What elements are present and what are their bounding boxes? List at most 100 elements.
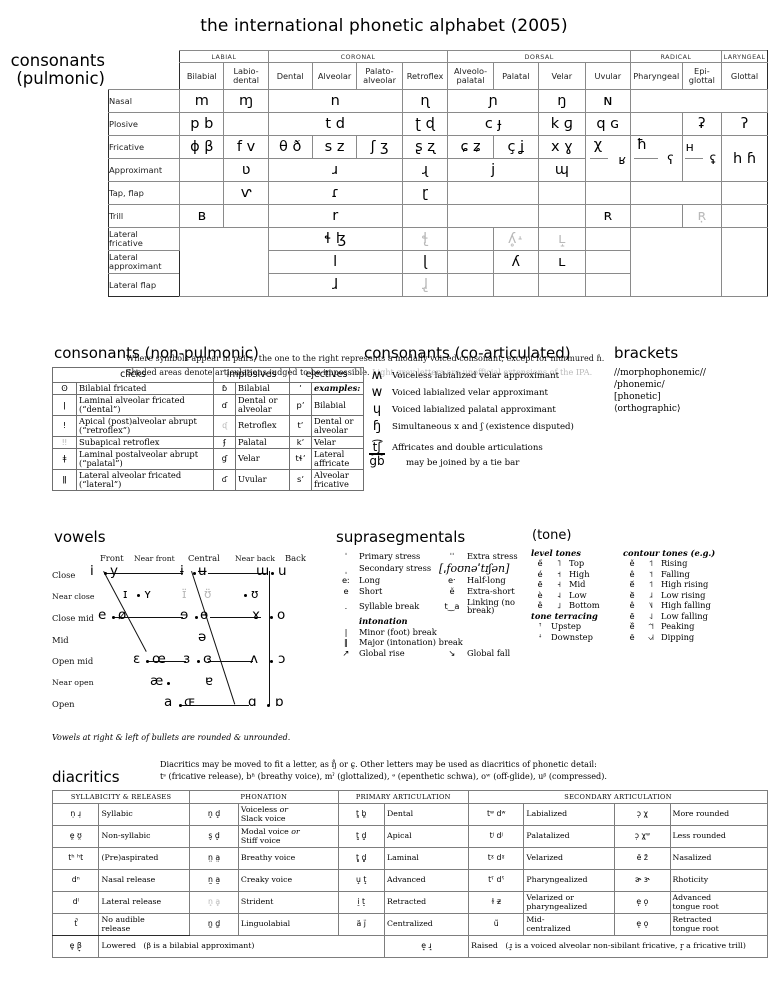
vowel-height-nearclose: Near close bbox=[52, 592, 95, 601]
cell-nasal-impossible bbox=[629, 89, 768, 113]
cell-fricative-velar: x ɣ bbox=[537, 135, 586, 159]
coarticulated-row: ʍ Voiceless labialized velar approximant bbox=[362, 367, 574, 384]
supra-label-secondary-stress: Secondary stress bbox=[359, 563, 432, 574]
dia-lowered-text: Lowered bbox=[101, 941, 136, 951]
click-label-4: Laminal postalveolar abrupt (“palatal”) bbox=[76, 447, 214, 470]
vowel-line-closemid-front bbox=[113, 617, 183, 618]
table-row-nasal: Nasal m ɱ n ɳ ɲ ŋ ɴ bbox=[107, 89, 768, 113]
tone-contour-vowel-1: ê bbox=[629, 568, 635, 579]
click-symbol-3: ǃǃ bbox=[52, 435, 77, 449]
manner-lateral-flap: Lateral flap bbox=[107, 273, 181, 297]
group-coronal: CORONAL bbox=[267, 50, 449, 63]
dia-sym-pharyngealized: tˤ dˤ bbox=[468, 869, 525, 892]
cell-trill-uvular: ʀ bbox=[584, 204, 631, 228]
suprasegmentals-table: ˈ Primary stress ˈˈ Extra stress ˌ Secon… bbox=[334, 551, 534, 659]
group-labial: LABIAL bbox=[179, 50, 269, 63]
nonpulmonic-row: ǀ Laminal alveolar fricated (“dental”) ɗ… bbox=[52, 394, 364, 417]
tone-contour-mark-1: ˥˦ bbox=[648, 568, 654, 579]
dia-lowered-note: (β is a bilabial approximant) bbox=[143, 941, 255, 951]
cell-approx-coronal: ɹ bbox=[267, 158, 403, 182]
vowel-height-nearopen: Near open bbox=[52, 678, 94, 687]
dia-sym-less-rounded: ɔ̜ χ̜ʷ bbox=[614, 825, 671, 848]
tone-heading: (tone) bbox=[532, 528, 572, 543]
cell-fricative-palatal: ç ʝ bbox=[492, 135, 539, 159]
ejective-symbol-5: sʼ bbox=[289, 468, 312, 491]
supra-example-transcription: [ˌfoʊnəˈtɪʃən] bbox=[439, 561, 510, 575]
tiebar-bottom: g͡b bbox=[369, 454, 385, 468]
supra-label-syllable-break: Syllable break bbox=[359, 601, 420, 611]
tone-contour-label-6: Peaking bbox=[661, 621, 695, 632]
tone-header-row: level tones contour tones (e.g.) bbox=[530, 548, 716, 558]
diacritics-header-row: SYLLABICITY & RELEASES PHONATION PRIMARY… bbox=[51, 790, 768, 804]
tone-contour-mark-5: ˨˩ bbox=[648, 610, 654, 621]
vowel-dot-openmid-back bbox=[270, 660, 273, 663]
dia-label-more-rounded: More rounded bbox=[669, 803, 768, 826]
cell-plosive-coronal: t d bbox=[267, 112, 403, 136]
place-pharyngeal: Pharyngeal bbox=[629, 62, 683, 90]
supra-row-long: eː Long eˑ Half-long bbox=[334, 575, 534, 586]
vowel-dot-nearclose-back bbox=[244, 594, 247, 597]
dia-raised-text: Raised bbox=[471, 941, 498, 951]
vowel-dot-openmid-central bbox=[197, 660, 200, 663]
vowel-axis-nearback: Near back bbox=[235, 554, 275, 563]
vowel-e: e bbox=[98, 607, 107, 623]
vowel-line-openmid-back bbox=[208, 661, 253, 662]
vowel-oe-small-capital: ɶ bbox=[184, 694, 196, 710]
group-dorsal: DORSAL bbox=[447, 50, 631, 63]
supra-symbol-syllable-break: . bbox=[344, 601, 348, 611]
vowel-turned-v: ʌ bbox=[250, 651, 258, 667]
coarticulated-table: ʍ Voiceless labialized velar approximant… bbox=[362, 367, 574, 470]
cell-trill-epiglottal: ʀ̣ bbox=[681, 204, 723, 228]
diacritics-col-secondary: SECONDARY ARTICULATION bbox=[468, 790, 768, 804]
implosive-symbol-3: ʄ bbox=[213, 435, 236, 449]
vowel-line-back-vertical bbox=[269, 571, 270, 706]
table-row-plosive: Plosive p b t d ʈ ɖ c ɟ k ɡ q ɢ ʡ ʔ bbox=[107, 112, 768, 136]
cell-nasal-retroflex: ɳ bbox=[401, 89, 449, 113]
cell-tap-palatal bbox=[447, 181, 539, 205]
tone-contour-label-4: High falling bbox=[661, 600, 711, 611]
click-symbol-5: ǁ bbox=[52, 468, 77, 491]
supra-symbol-linking: t‿a bbox=[444, 601, 460, 611]
cell-latflap-palatal bbox=[492, 273, 539, 297]
tone-contour-mark-7: ˧˩˧ bbox=[647, 631, 655, 642]
cell-tap-glottal-impossible bbox=[721, 181, 768, 205]
coarticulated-heading: consonants (co-articulated) bbox=[364, 344, 571, 362]
cell-nasal-bilabial: m bbox=[179, 89, 225, 113]
vowel-barred-o: ɵ bbox=[200, 607, 209, 623]
cell-latfric-glottal-impossible bbox=[721, 227, 768, 297]
tone-row: ē ˧ Mid e᷄ ˦˥ High rising bbox=[530, 579, 716, 589]
coarticulated-tiebar-row2: may be joined by a tie bar bbox=[362, 456, 574, 470]
dia-label-modal: Modal voice or Stiff voice bbox=[237, 825, 339, 848]
cell-fricative-bilabial: ɸ β bbox=[179, 135, 225, 159]
tone-contour-vowel-0: ě bbox=[629, 558, 635, 569]
diacritics-row: tʰ ʰt (Pre)aspirated n̤ a̤ Breathy voice… bbox=[51, 847, 768, 870]
manner-plosive: Plosive bbox=[107, 112, 181, 136]
tone-row: e̋ ˥ Top ě ˦˥ Rising bbox=[530, 558, 716, 568]
tone-contour-vowel-7: ẽ bbox=[629, 631, 635, 642]
vowel-dot-openmid-front bbox=[146, 660, 149, 663]
diacritics-row: e̯ ʊ̯ Non-syllabic s̬ d̬ Modal voice or S… bbox=[51, 825, 768, 848]
place-dental: Dental bbox=[267, 62, 313, 90]
dia-sym-modal: s̬ d̬ bbox=[189, 825, 239, 848]
place-epiglottal: Epi-glottal bbox=[681, 62, 723, 90]
cell-tap-velar bbox=[537, 181, 586, 205]
tone-contour-mark-4: ˥˩ bbox=[648, 600, 654, 611]
nonpulmonic-header-row: clicks implosives ejectives bbox=[52, 366, 364, 384]
tone-row: é ˦ High ê ˥˦ Falling bbox=[530, 569, 716, 579]
sym-epiglottal-fricative: ʜ bbox=[685, 139, 694, 154]
diacritics-row: n̩ ɹ̩ Syllabic n̥ d̥ Voiceless or Slack v… bbox=[51, 803, 768, 826]
implosive-symbol-4: ɠ bbox=[213, 447, 236, 470]
vowel-small-capital-y: ʏ bbox=[144, 587, 152, 601]
vowel-line-closemid-back bbox=[210, 617, 261, 618]
cell-plosive-pharyngeal-impossible bbox=[629, 112, 683, 136]
dia-label-retracted: Retracted bbox=[383, 891, 470, 914]
supra-row-global: ↗ Global rise ↘ Global fall bbox=[334, 648, 534, 659]
divider-pharyngeal bbox=[633, 158, 658, 159]
supra-symbol-secondary-stress: ˌ bbox=[344, 564, 348, 575]
tone-table: level tones contour tones (e.g.) e̋ ˥ To… bbox=[530, 548, 716, 642]
nonpulmonic-col-implosives: implosives bbox=[213, 366, 290, 384]
dia-sym-linguolabial: n̼ d̼ bbox=[189, 913, 239, 936]
vowel-axis-back: Back bbox=[285, 553, 306, 563]
ejective-label-1: Bilabial bbox=[311, 394, 364, 417]
